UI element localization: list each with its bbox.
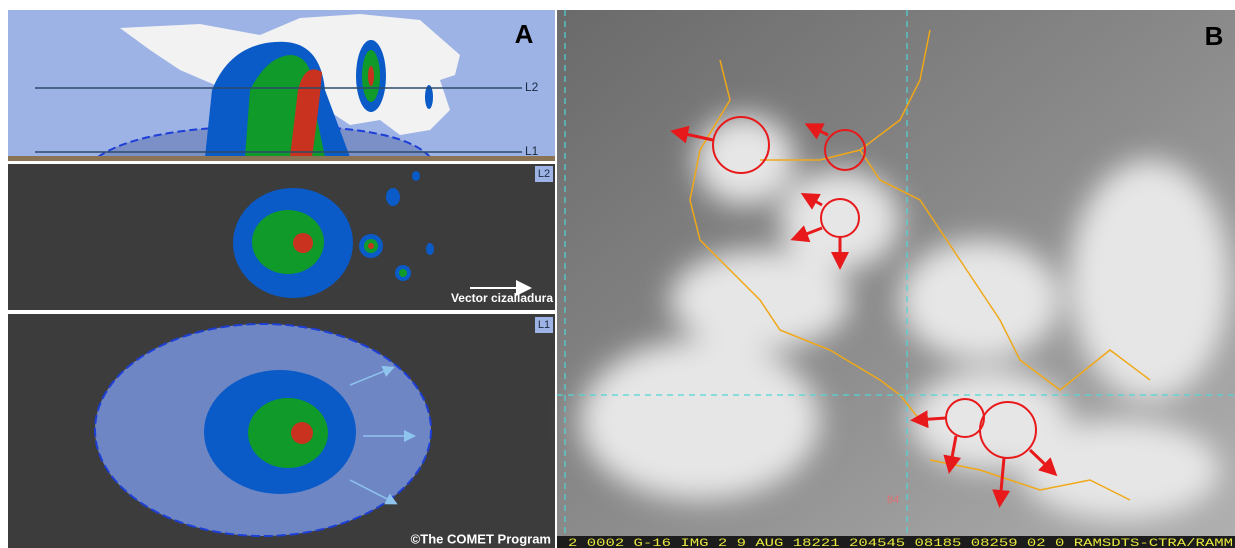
cell-blue [412,171,420,181]
plan-upper: Vector cizalladura L2 [8,164,555,310]
cell-blue [386,188,400,206]
level-tag: L2 [538,168,550,180]
panel-label: A [515,19,534,49]
satellite-image: 84 2 0002 G-16 IMG 2 9 AUG 18221 204545 … [557,10,1235,548]
footer-text: 2 0002 G-16 IMG 2 9 AUG 18221 204545 081… [568,538,1233,548]
level-label: L1 [525,144,539,158]
cell-red [368,243,374,249]
cell-green [252,210,324,274]
panel-label: B [1205,21,1224,51]
vector-label: Vector cizalladura [451,291,553,305]
cell-blue [426,243,434,255]
grid-label: 84 [887,494,899,506]
figure: L2 L1 A Vector cizalladura L2 ©The COMET… [0,0,1235,548]
cell-red [293,233,313,253]
credit: ©The COMET Program [411,531,551,546]
cell-green [399,269,407,277]
plan-lower: ©The COMET Program L1 [8,314,555,548]
cross-section: L2 L1 A [8,10,555,161]
cell-green [248,398,328,468]
level-tag: L1 [538,319,550,331]
cell-red [368,66,374,86]
level-label: L2 [525,80,539,94]
ground [8,156,555,161]
cell-red [291,422,313,444]
